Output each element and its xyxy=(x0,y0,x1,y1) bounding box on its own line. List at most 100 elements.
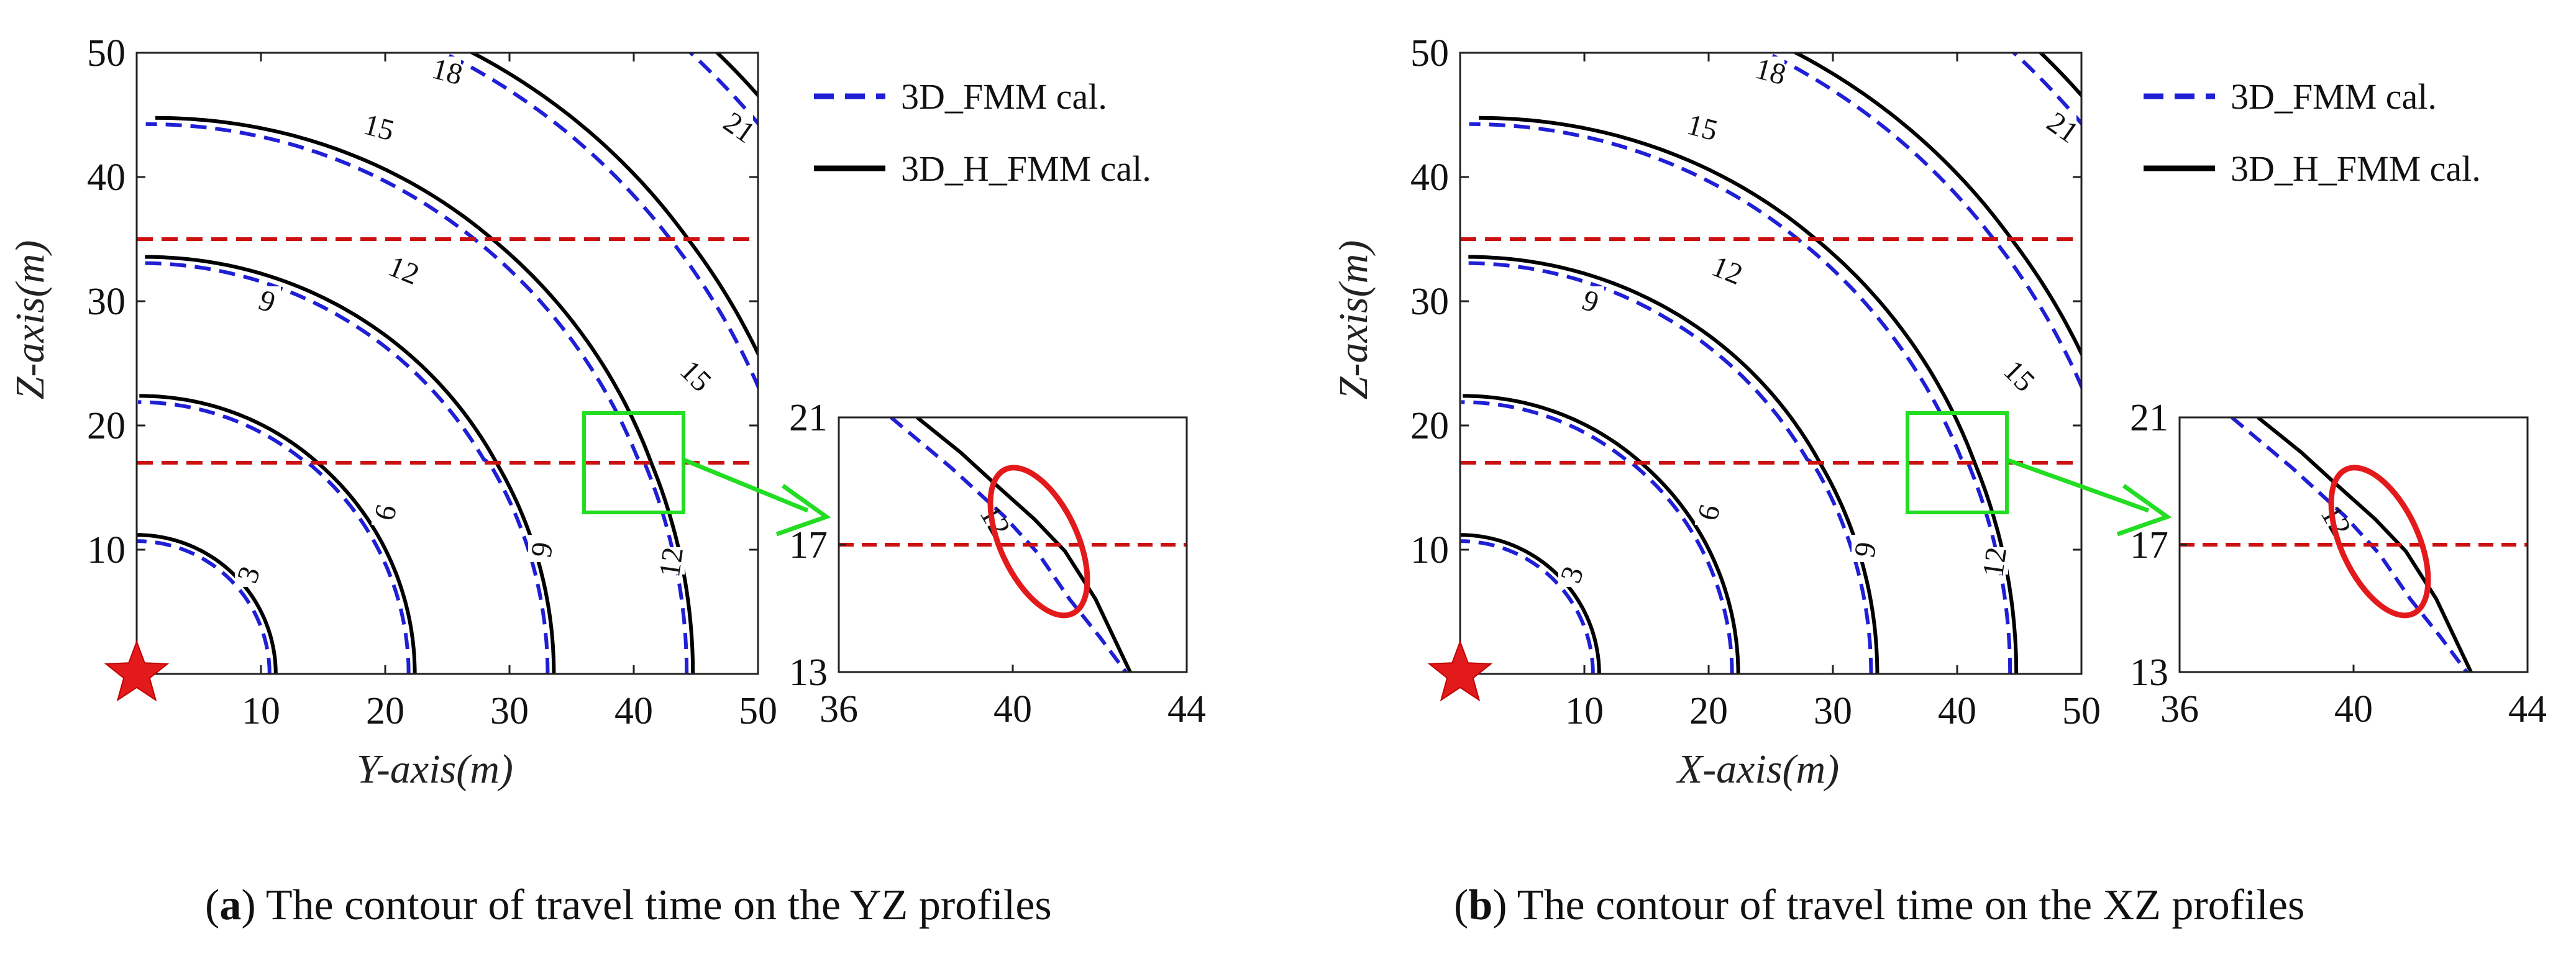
contour-line-hfmm-15 xyxy=(1792,53,2081,358)
x-tick-label: 30 xyxy=(490,690,529,732)
inset-y-tick-label: 13 xyxy=(789,652,828,694)
caption-b: (b) The contour of travel time on the XZ… xyxy=(1454,881,2305,929)
y-axis-label: Z-axis(m) xyxy=(1331,240,1376,400)
y-tick-label: 10 xyxy=(87,529,126,571)
contour-line-fmm-9 xyxy=(140,261,550,674)
contour-label-bg xyxy=(726,112,753,140)
inset-y-tick-label: 13 xyxy=(2130,652,2168,694)
contour-label-bg xyxy=(253,286,281,314)
contour-line-fmm-18 xyxy=(2011,53,2081,127)
inset-y-tick-label: 21 xyxy=(2130,397,2168,439)
y-tick-label: 40 xyxy=(87,157,126,199)
contour-label-bg xyxy=(372,498,399,525)
y-tick-label: 30 xyxy=(1410,281,1449,323)
contour-label-21: 21 xyxy=(2041,106,2085,150)
y-tick-label: 10 xyxy=(1410,529,1449,571)
x-tick-label: 10 xyxy=(242,690,280,732)
zoom-arrow-head xyxy=(2116,484,2172,537)
contour-label-bg xyxy=(1695,498,1722,525)
x-tick-label: 30 xyxy=(1814,690,1852,732)
y-tick-label: 30 xyxy=(87,281,126,323)
contour-line-hfmm-12 xyxy=(155,116,695,674)
contour-label-bg xyxy=(528,535,555,562)
y-tick-label: 40 xyxy=(1410,157,1449,199)
y-tick-label: 20 xyxy=(1410,405,1449,447)
inset-plot-area: 12 xyxy=(839,417,1187,672)
caption-a: (a) The contour of travel time on the YZ… xyxy=(205,881,1052,929)
y-tick-label: 50 xyxy=(1410,32,1449,75)
zoom-arrow-shaft xyxy=(2007,458,2150,513)
contour-label-12: 12 xyxy=(1707,250,1747,291)
inset-x-tick-label: 44 xyxy=(1167,688,1206,730)
x-tick-label: 40 xyxy=(1938,690,1976,732)
x-axis-label: X-axis(m) xyxy=(1676,747,1839,792)
contour-label-bg xyxy=(365,112,393,140)
contour-label-21: 21 xyxy=(718,106,761,150)
contour-line-fmm-3 xyxy=(1460,539,1595,674)
contour-line-hfmm-18 xyxy=(2038,53,2081,98)
contour-label-bg xyxy=(1577,286,1604,314)
contour-label-bg xyxy=(1852,535,1879,562)
y-axis-label: Z-axis(m) xyxy=(7,240,53,400)
inset-y-tick-label: 21 xyxy=(789,397,828,439)
inset-y-tick-label: 17 xyxy=(2130,524,2168,566)
contour-label-bg xyxy=(434,57,461,84)
source-star-marker xyxy=(1427,640,1493,702)
x-tick-label: 20 xyxy=(1689,690,1728,732)
contour-line-hfmm-6 xyxy=(139,394,417,674)
x-tick-label: 50 xyxy=(2062,690,2101,732)
legend-label-hfmm: 3D_H_FMM cal. xyxy=(901,148,1151,189)
inset-highlight-ellipse xyxy=(987,465,1090,619)
inset-y-tick-label: 17 xyxy=(789,524,828,566)
inset-x-tick-label: 36 xyxy=(820,688,858,730)
contour-label-bg xyxy=(1558,560,1586,587)
contour-line-hfmm-9 xyxy=(1468,255,1879,674)
source-star-marker xyxy=(104,640,170,702)
zoom-box xyxy=(582,411,685,514)
contour-label-bg xyxy=(1689,112,1716,140)
x-tick-label: 10 xyxy=(1565,690,1604,732)
contour-label-15: 15 xyxy=(674,354,718,398)
contour-label-bg xyxy=(657,547,685,575)
contour-line-hfmm-15 xyxy=(468,53,758,358)
legend-label-fmm: 3D_FMM cal. xyxy=(2231,76,2437,117)
contour-label-bg xyxy=(2049,112,2076,140)
y-tick-label: 50 xyxy=(87,32,126,75)
contour-line-fmm-12 xyxy=(145,122,689,674)
contour-label-bg xyxy=(390,255,418,283)
contour-line-fmm-6 xyxy=(138,400,411,674)
contour-label-bg xyxy=(2006,361,2033,388)
contour-label-bg xyxy=(1714,255,1741,283)
x-tick-label: 40 xyxy=(614,690,653,732)
inset-highlight-ellipse xyxy=(2328,465,2431,619)
contour-label-12: 12 xyxy=(384,250,424,291)
contour-line-hfmm-18 xyxy=(715,53,758,98)
x-tick-label: 20 xyxy=(366,690,404,732)
contour-label-12: 12 xyxy=(653,545,690,579)
zoom-arrow-shaft xyxy=(683,458,809,513)
x-tick-label: 50 xyxy=(739,690,777,732)
legend-label-fmm: 3D_FMM cal. xyxy=(901,76,1107,117)
inset-x-tick-label: 44 xyxy=(2508,688,2547,730)
inset-contour-hfmm xyxy=(2257,417,2473,672)
contour-line-hfmm-12 xyxy=(1478,116,2019,674)
contour-label-bg xyxy=(1981,547,2008,575)
inset-contour-hfmm xyxy=(916,417,1132,672)
inset-x-tick-label: 40 xyxy=(993,688,1032,730)
contour-line-fmm-6 xyxy=(1461,400,1734,674)
inset-x-tick-label: 40 xyxy=(2334,688,2373,730)
inset-x-tick-label: 36 xyxy=(2160,688,2199,730)
axes-box xyxy=(1459,52,2083,675)
x-axis-label: Y-axis(m) xyxy=(357,747,513,792)
contour-line-hfmm-9 xyxy=(145,255,556,674)
contour-line-fmm-12 xyxy=(1469,122,2012,674)
contour-label-bg xyxy=(1757,57,1784,84)
contour-label-12: 12 xyxy=(1976,545,2013,579)
contour-label-bg xyxy=(682,361,710,388)
inset-contour-fmm xyxy=(2231,417,2469,672)
contour-label-bg xyxy=(235,560,262,587)
zoom-box xyxy=(1906,411,2009,514)
inset-plot-area: 12 xyxy=(2180,417,2528,672)
